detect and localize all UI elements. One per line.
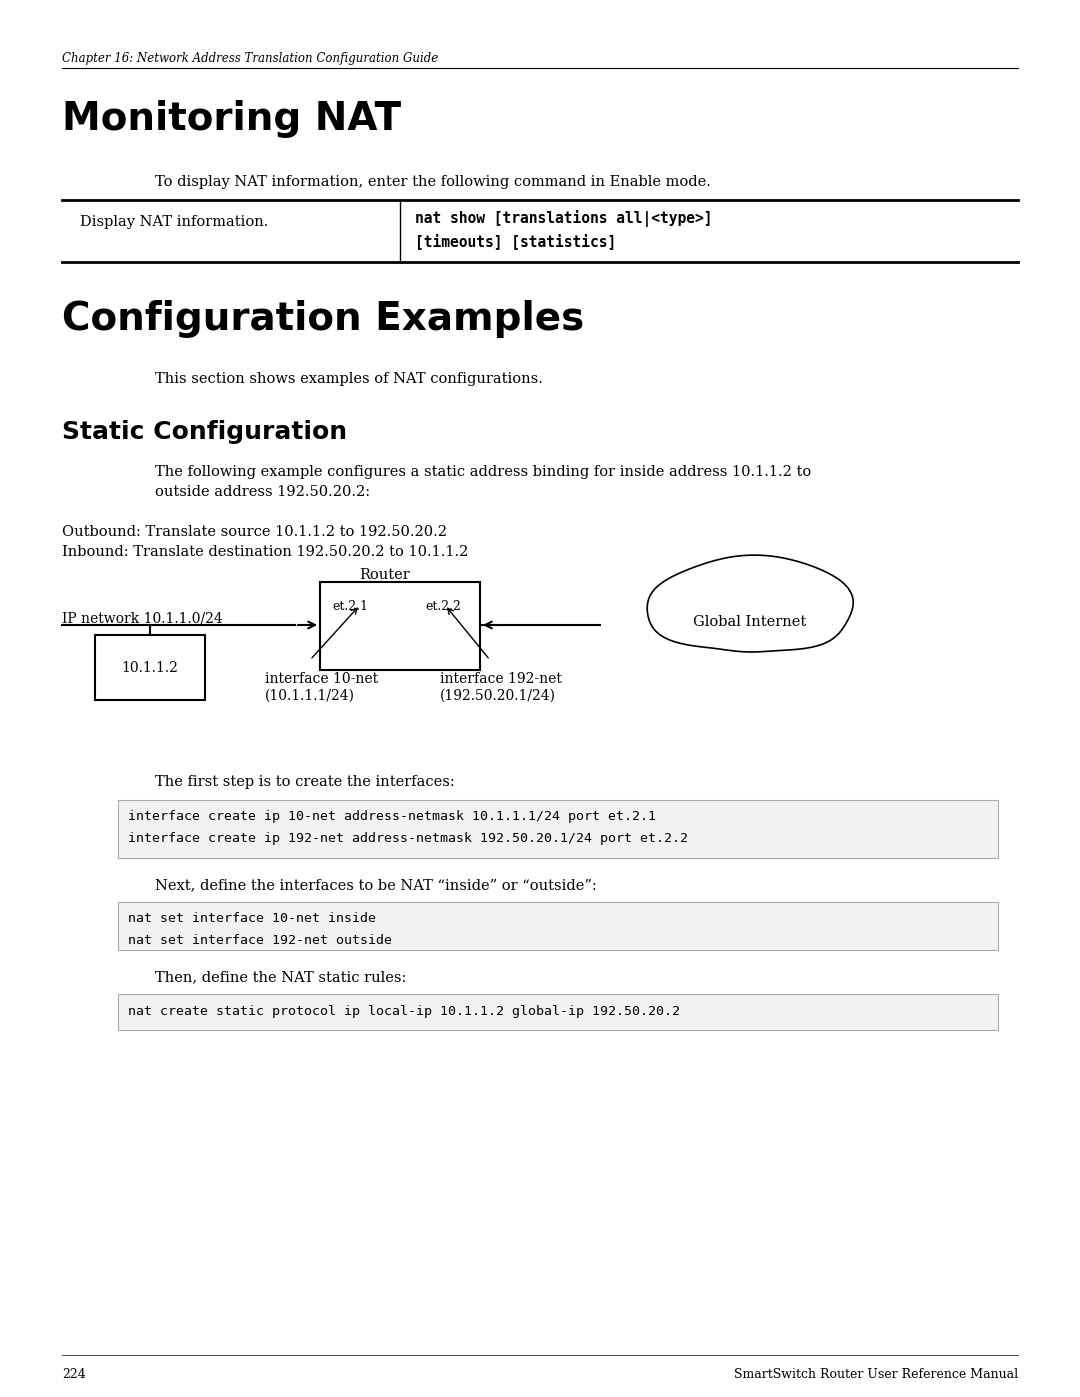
Text: SmartSwitch Router User Reference Manual: SmartSwitch Router User Reference Manual	[734, 1368, 1018, 1382]
Text: Next, define the interfaces to be NAT “inside” or “outside”:: Next, define the interfaces to be NAT “i…	[156, 877, 597, 893]
Text: Display NAT information.: Display NAT information.	[80, 215, 268, 229]
Polygon shape	[647, 555, 853, 652]
FancyBboxPatch shape	[118, 800, 998, 858]
Text: interface create ip 10-net address-netmask 10.1.1.1/24 port et.2.1: interface create ip 10-net address-netma…	[129, 810, 656, 823]
Text: Static Configuration: Static Configuration	[62, 420, 347, 444]
Text: et.2.2: et.2.2	[426, 599, 461, 613]
FancyBboxPatch shape	[118, 902, 998, 950]
Text: Global Internet: Global Internet	[693, 615, 807, 629]
Text: Router: Router	[360, 569, 410, 583]
Text: Chapter 16: Network Address Translation Configuration Guide: Chapter 16: Network Address Translation …	[62, 52, 438, 66]
Text: outside address 192.50.20.2:: outside address 192.50.20.2:	[156, 485, 370, 499]
Text: [timeouts] [statistics]: [timeouts] [statistics]	[415, 233, 617, 249]
Text: Then, define the NAT static rules:: Then, define the NAT static rules:	[156, 970, 406, 983]
Text: Monitoring NAT: Monitoring NAT	[62, 101, 401, 138]
Text: interface 192-net
(192.50.20.1/24): interface 192-net (192.50.20.1/24)	[440, 672, 562, 703]
Text: Inbound: Translate destination 192.50.20.2 to 10.1.1.2: Inbound: Translate destination 192.50.20…	[62, 545, 469, 559]
Text: 224: 224	[62, 1368, 85, 1382]
Text: 10.1.1.2: 10.1.1.2	[122, 661, 178, 675]
Text: Configuration Examples: Configuration Examples	[62, 300, 584, 338]
Text: interface create ip 192-net address-netmask 192.50.20.1/24 port et.2.2: interface create ip 192-net address-netm…	[129, 833, 688, 845]
Text: The first step is to create the interfaces:: The first step is to create the interfac…	[156, 775, 455, 789]
Text: Outbound: Translate source 10.1.1.2 to 192.50.20.2: Outbound: Translate source 10.1.1.2 to 1…	[62, 525, 447, 539]
FancyBboxPatch shape	[118, 995, 998, 1030]
Text: The following example configures a static address binding for inside address 10.: The following example configures a stati…	[156, 465, 811, 479]
Text: IP network 10.1.1.0/24: IP network 10.1.1.0/24	[62, 612, 222, 626]
Text: nat show [translations all|<type>]: nat show [translations all|<type>]	[415, 210, 713, 226]
Text: interface 10-net
(10.1.1.1/24): interface 10-net (10.1.1.1/24)	[265, 672, 378, 703]
Text: nat set interface 192-net outside: nat set interface 192-net outside	[129, 935, 392, 947]
Text: To display NAT information, enter the following command in Enable mode.: To display NAT information, enter the fo…	[156, 175, 711, 189]
Text: nat create static protocol ip local-ip 10.1.1.2 global-ip 192.50.20.2: nat create static protocol ip local-ip 1…	[129, 1004, 680, 1018]
Bar	[95, 636, 205, 700]
Text: et.2.1: et.2.1	[332, 599, 368, 613]
Text: nat set interface 10-net inside: nat set interface 10-net inside	[129, 912, 376, 925]
Text: This section shows examples of NAT configurations.: This section shows examples of NAT confi…	[156, 372, 543, 386]
Bar	[320, 583, 480, 671]
